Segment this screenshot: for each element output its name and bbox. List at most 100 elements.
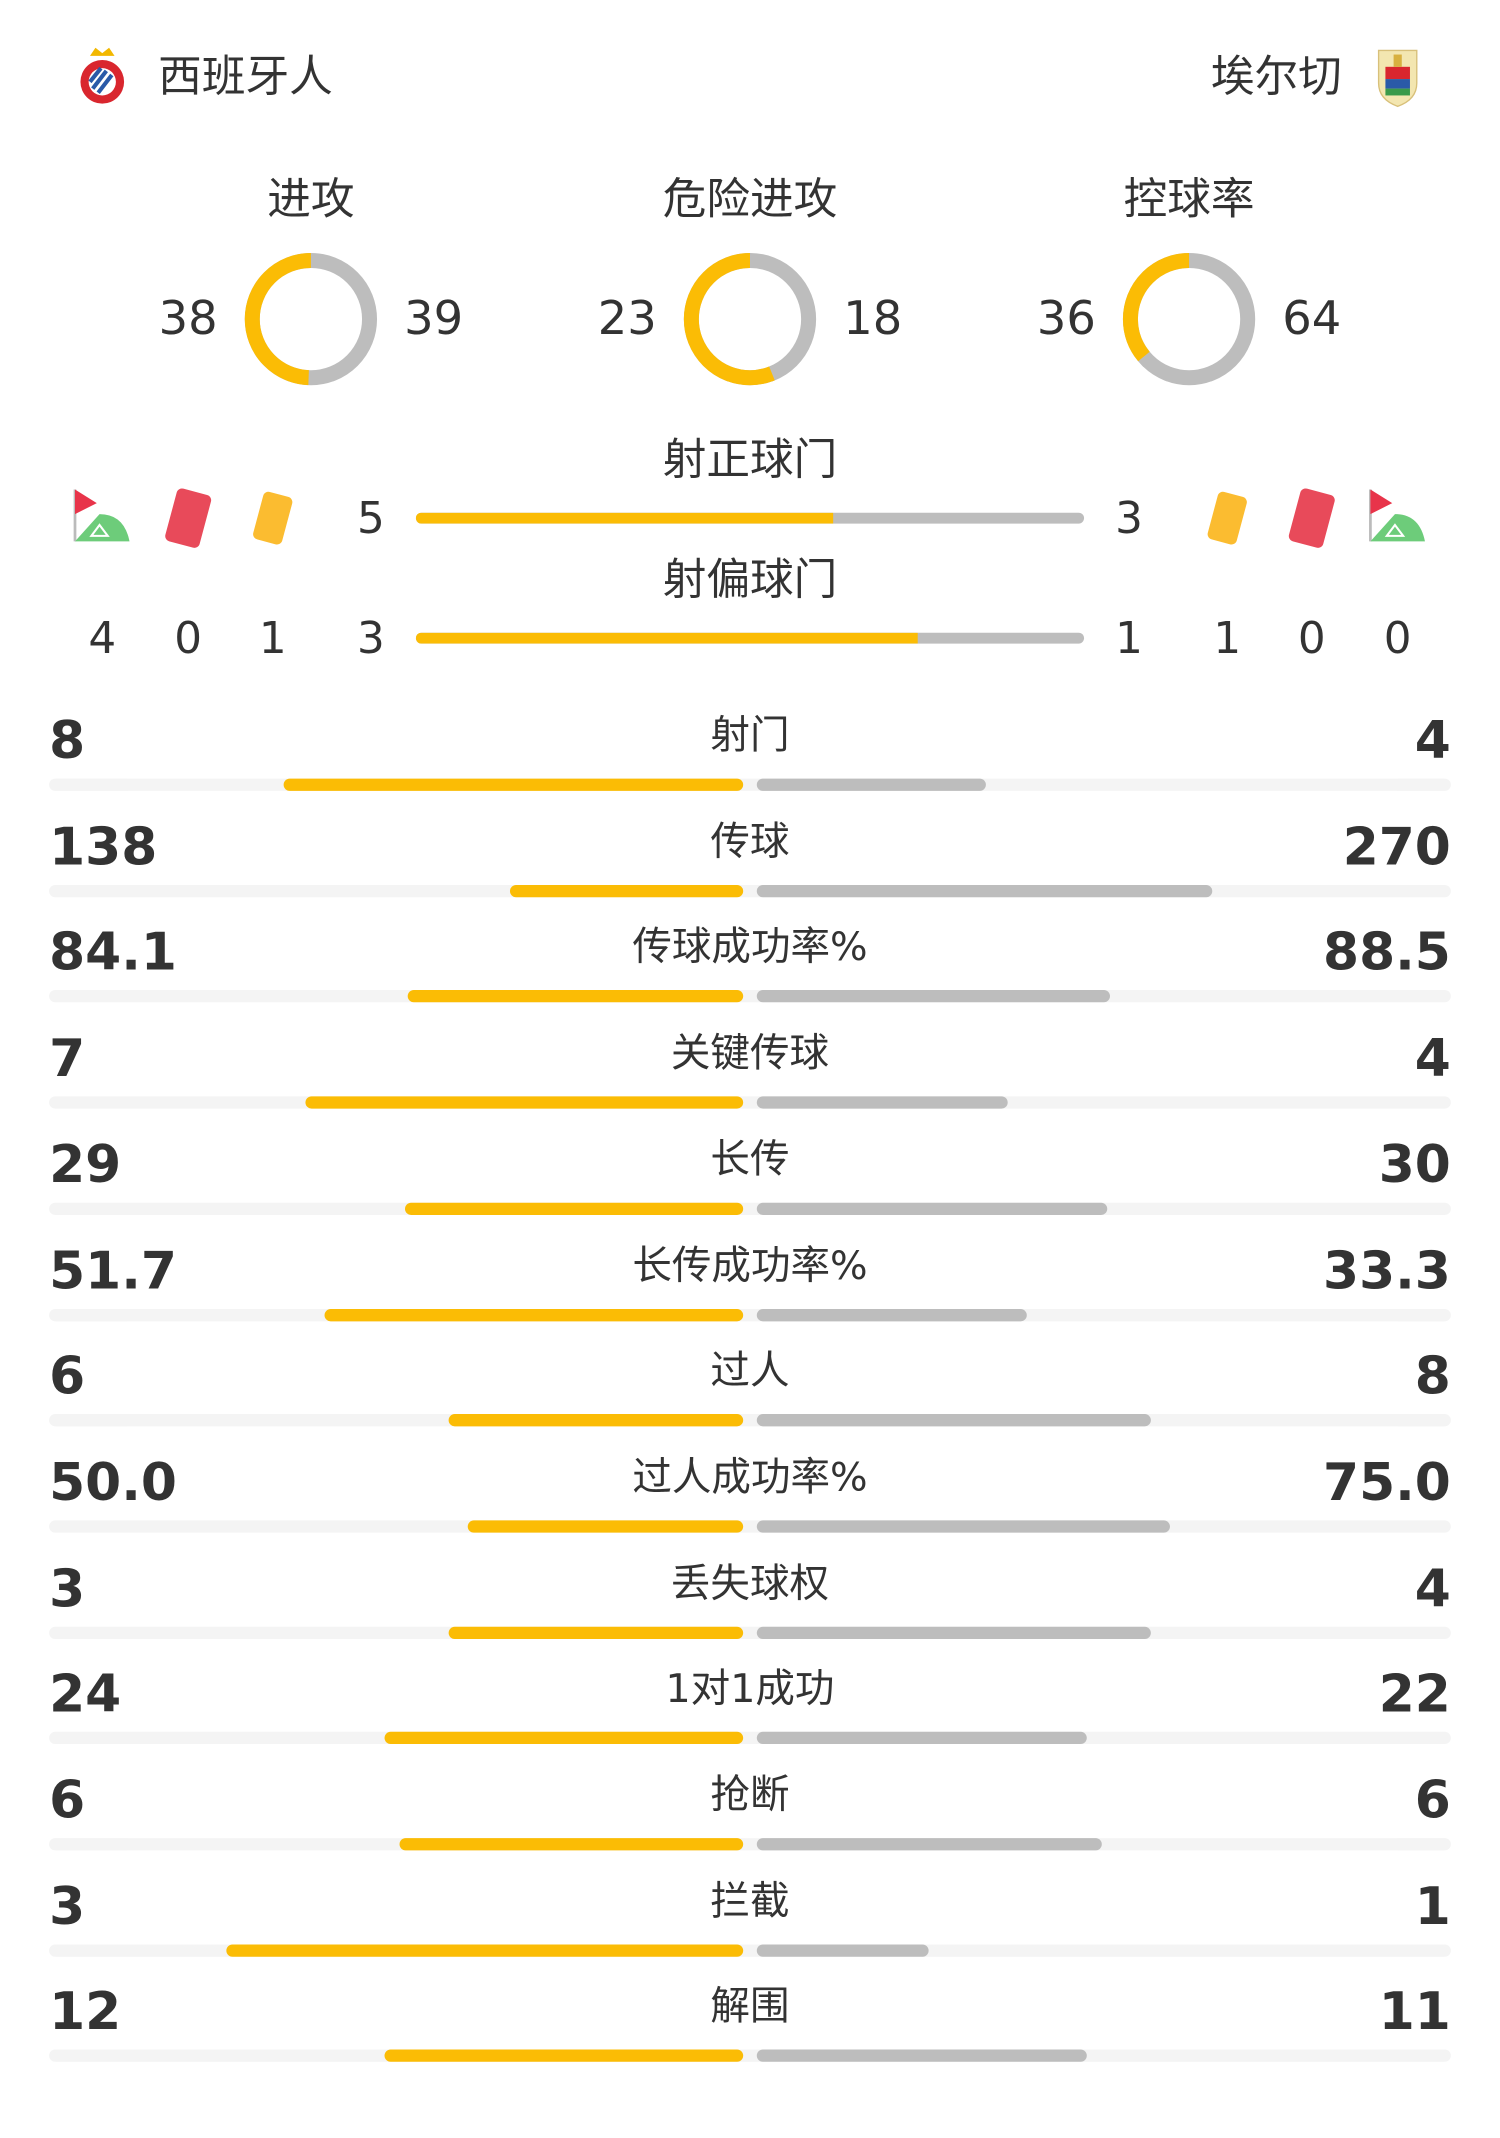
away-shots-off-target: 1 bbox=[1115, 612, 1143, 665]
stat-home-bar bbox=[448, 1414, 744, 1427]
stat-home-bar bbox=[304, 1096, 744, 1109]
stat-row: 84.1 传球成功率% 88.5 bbox=[49, 922, 1451, 1004]
stat-away-bar bbox=[756, 1732, 1087, 1745]
away-red-cards: 0 bbox=[1297, 612, 1326, 665]
stat-row: 12 解围 11 bbox=[49, 1982, 1451, 2064]
stat-home-bar bbox=[226, 1944, 744, 1957]
stat-away-value: 30 bbox=[1378, 1134, 1451, 1195]
stat-home-value: 8 bbox=[49, 710, 86, 771]
stat-home-value: 7 bbox=[49, 1028, 86, 1089]
stat-home-bar bbox=[404, 1202, 744, 1215]
stat-away-value: 11 bbox=[1378, 1981, 1451, 2042]
stat-label: 解围 bbox=[710, 1983, 790, 2030]
stat-away-bar bbox=[756, 1308, 1027, 1321]
stat-home-bar bbox=[284, 778, 744, 791]
shots-on-target-label: 射正球门 bbox=[662, 433, 838, 486]
stat-away-value: 4 bbox=[1414, 1558, 1451, 1619]
stat-label: 1对1成功 bbox=[665, 1665, 835, 1712]
stat-bar-track bbox=[49, 884, 1451, 897]
stat-away-bar bbox=[756, 884, 1213, 897]
shots-on-target-bar bbox=[415, 512, 1085, 524]
away-team-name: 埃尔切 bbox=[1210, 50, 1342, 103]
stat-row: 138 传球 270 bbox=[49, 816, 1451, 898]
stat-away-bar bbox=[756, 1626, 1151, 1639]
stat-away-value: 75.0 bbox=[1323, 1452, 1451, 1513]
stat-bar-track bbox=[49, 1096, 1451, 1109]
shots-off-target-label: 射偏球门 bbox=[662, 553, 838, 606]
shots-off-target-bar bbox=[415, 632, 1085, 644]
donut-away-value: 18 bbox=[843, 291, 903, 347]
stat-label: 长传成功率% bbox=[632, 1241, 868, 1288]
stat-away-value: 22 bbox=[1378, 1663, 1451, 1724]
away-corners: 0 bbox=[1383, 612, 1412, 665]
stat-row: 50.0 过人成功率% 75.0 bbox=[49, 1452, 1451, 1534]
home-corners: 4 bbox=[88, 612, 117, 665]
stat-home-bar bbox=[448, 1626, 744, 1639]
stat-away-value: 6 bbox=[1414, 1769, 1451, 1830]
shots-on-target-home-fill bbox=[415, 512, 834, 524]
stat-away-value: 88.5 bbox=[1323, 922, 1451, 983]
away-corner-icon bbox=[1369, 489, 1425, 542]
stat-away-bar bbox=[756, 778, 987, 791]
stat-home-value: 3 bbox=[49, 1875, 86, 1936]
donut-home-value: 23 bbox=[597, 291, 657, 347]
stat-away-value: 270 bbox=[1342, 816, 1451, 877]
away-shots-on-target: 3 bbox=[1115, 492, 1143, 545]
stat-home-bar bbox=[467, 1520, 744, 1533]
donut-home-value: 36 bbox=[1036, 291, 1096, 347]
stat-label: 拦截 bbox=[710, 1877, 790, 1924]
home-red-card-icon bbox=[165, 488, 212, 548]
stat-label: 关键传球 bbox=[670, 1029, 830, 1077]
stat-home-bar bbox=[510, 884, 744, 897]
away-red-card-icon bbox=[1288, 488, 1335, 548]
stat-label: 过人成功率% bbox=[632, 1453, 868, 1500]
home-shots-off-target: 3 bbox=[357, 612, 385, 665]
donut-title: 控球率 bbox=[1123, 173, 1255, 225]
stat-bar-track bbox=[49, 778, 1451, 791]
stat-bar-track bbox=[49, 2050, 1451, 2063]
stat-bar-track bbox=[49, 1838, 1451, 1851]
stat-away-bar bbox=[756, 1944, 929, 1957]
stat-home-bar bbox=[398, 1838, 744, 1851]
stat-label: 长传 bbox=[710, 1135, 790, 1182]
donut-chart bbox=[244, 252, 378, 386]
stat-label: 丢失球权 bbox=[670, 1559, 830, 1606]
donut-away-value: 39 bbox=[404, 291, 464, 347]
stat-label: 传球成功率% bbox=[632, 923, 868, 971]
stat-away-value: 33.3 bbox=[1323, 1240, 1451, 1301]
home-yellow-card-icon bbox=[253, 491, 293, 545]
stat-home-value: 51.7 bbox=[49, 1240, 177, 1301]
away-yellow-card-icon bbox=[1207, 491, 1247, 545]
stat-away-bar bbox=[756, 990, 1110, 1003]
donut-home-value: 38 bbox=[158, 291, 218, 347]
stat-away-bar bbox=[756, 1096, 1008, 1109]
stat-bar-track bbox=[49, 1414, 1451, 1427]
stat-row: 7 关键传球 4 bbox=[49, 1028, 1451, 1110]
donut-away-value: 64 bbox=[1282, 291, 1342, 347]
home-shots-on-target: 5 bbox=[357, 492, 385, 545]
stat-away-value: 8 bbox=[1414, 1346, 1451, 1407]
stat-away-value: 1 bbox=[1414, 1875, 1451, 1936]
espanyol-logo bbox=[80, 47, 125, 104]
stat-away-bar bbox=[756, 2050, 1087, 2063]
stat-bar-track bbox=[49, 1308, 1451, 1321]
home-red-cards: 0 bbox=[174, 612, 203, 665]
stat-bar-track bbox=[49, 1626, 1451, 1639]
stat-row: 6 抢断 6 bbox=[49, 1770, 1451, 1852]
stat-home-value: 24 bbox=[49, 1663, 122, 1724]
donut-title: 进攻 bbox=[267, 173, 355, 225]
stat-label: 过人 bbox=[710, 1347, 790, 1394]
stat-row: 29 长传 30 bbox=[49, 1134, 1451, 1216]
stat-home-value: 6 bbox=[49, 1346, 86, 1407]
stat-row: 6 过人 8 bbox=[49, 1346, 1451, 1428]
stat-away-bar bbox=[756, 1520, 1170, 1533]
stat-home-bar bbox=[383, 2050, 744, 2063]
stat-home-value: 12 bbox=[49, 1981, 122, 2042]
stat-bar-track bbox=[49, 1732, 1451, 1745]
stat-home-bar bbox=[407, 990, 744, 1003]
home-yellow-cards: 1 bbox=[258, 612, 287, 665]
donut-chart bbox=[1122, 252, 1256, 386]
home-team-name: 西班牙人 bbox=[158, 50, 333, 103]
stat-away-bar bbox=[756, 1202, 1107, 1215]
